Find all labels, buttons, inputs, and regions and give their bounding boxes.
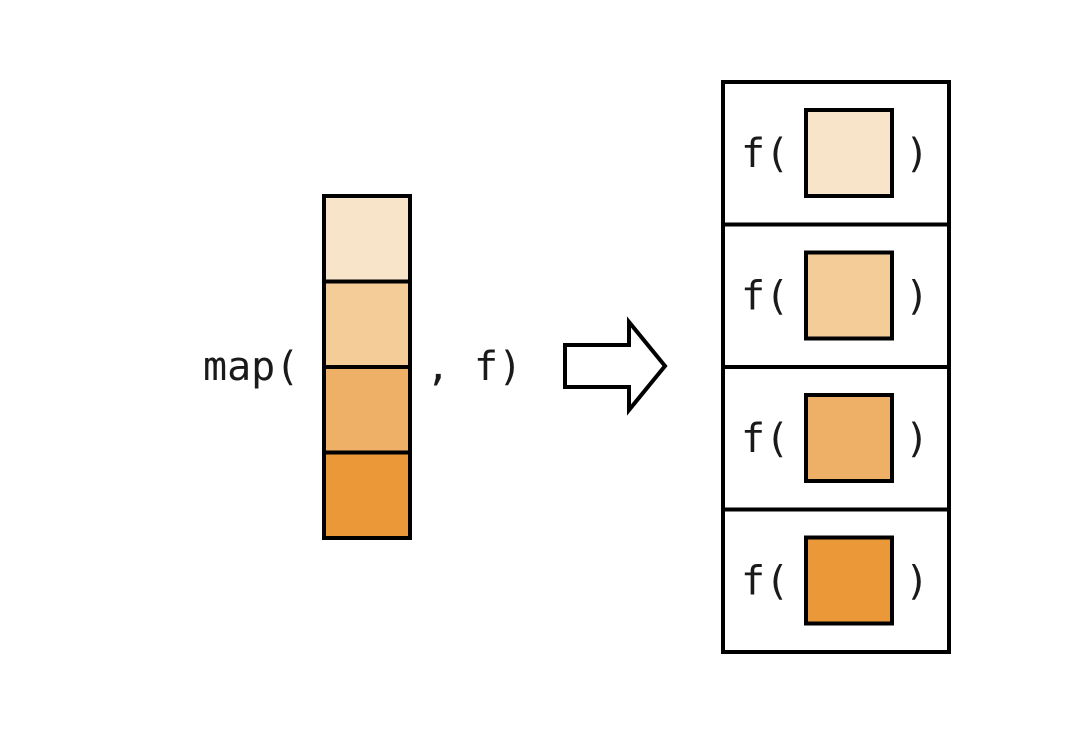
map-open-label: map( [203, 344, 299, 390]
output-item-open-label: f( [741, 274, 789, 320]
output-item: f() [721, 507, 951, 654]
map-call: map( , f) [203, 194, 522, 540]
output-item-close-label: ) [905, 416, 929, 462]
map-separator-label: , [426, 344, 450, 390]
output-item-cell [804, 108, 894, 198]
input-cell-2 [322, 279, 412, 369]
output-item-close-label: ) [905, 274, 929, 320]
output-item-open-label: f( [741, 416, 789, 462]
input-cell-4 [322, 450, 412, 540]
input-cell-3 [322, 365, 412, 455]
output-item-open-label: f( [741, 559, 789, 605]
input-vector [322, 194, 412, 540]
output-item-cell [804, 393, 894, 483]
output-item: f() [721, 80, 951, 227]
output-item: f() [721, 365, 951, 512]
map-close-label: f) [474, 344, 522, 390]
output-list: f()f()f()f() [721, 80, 951, 654]
output-item-cell [804, 535, 894, 626]
output-item-cell [804, 250, 894, 341]
input-cell-1 [322, 194, 412, 284]
output-item: f() [721, 222, 951, 369]
output-item-close-label: ) [905, 559, 929, 605]
output-item-open-label: f( [741, 131, 789, 177]
output-item-close-label: ) [905, 131, 929, 177]
right-arrow-icon [563, 316, 668, 416]
